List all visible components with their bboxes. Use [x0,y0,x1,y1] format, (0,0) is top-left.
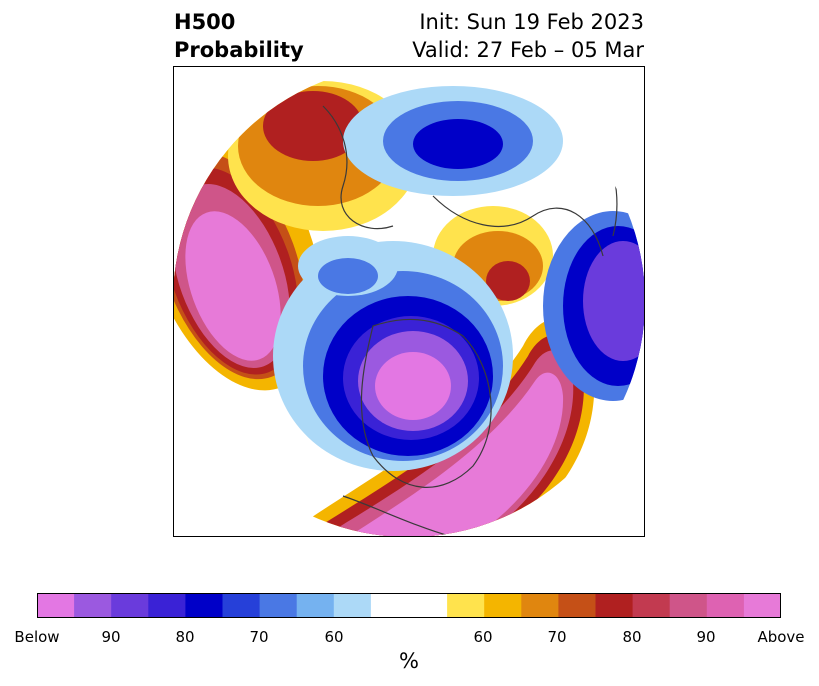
map-subtitle: Probability [174,38,304,62]
colorbar-cell [74,593,112,618]
trough-canada [273,241,513,471]
trough-eastern-europe [298,236,398,296]
colorbar-tick-label: Above [757,628,805,646]
map-border [173,66,645,537]
colorbar-cell [558,593,596,618]
colorbar-cell [111,593,149,618]
colorbar-tick-label: Below [14,628,60,646]
map-title: H500 [174,10,236,34]
colorbar-cell [743,593,781,618]
colorbar-tick-label: 90 [101,628,121,646]
title-left: H500 Probability [174,8,304,64]
colorbar-tick-label: 90 [696,628,716,646]
colorbar-cell [447,593,485,618]
trough-siberia [343,86,563,196]
colorbar-tick-label: 70 [249,628,269,646]
trough-east-asia [543,211,645,401]
title-right: Init: Sun 19 Feb 2023 Valid: 27 Feb – 05… [412,8,644,64]
init-date: Init: Sun 19 Feb 2023 [419,10,644,34]
colorbar [37,593,781,618]
colorbar-cell [185,593,223,618]
colorbar-cell [595,593,634,618]
colorbar-cell [484,593,522,618]
colorbar-cell [37,593,75,618]
map-disk [173,66,645,537]
colorbar-cell [259,593,298,618]
ridge-west-atlantic [283,318,595,537]
colorbar-cell [706,593,745,618]
colorbar-cell [521,593,559,618]
colorbar-cell [222,593,261,618]
colorbar-tick-label: 80 [175,628,195,646]
valid-range: Valid: 27 Feb – 05 Mar [412,38,644,62]
colorbar-tick-label: 70 [547,628,567,646]
colorbar-tick-label: 80 [622,628,642,646]
colorbar-cell [370,593,448,618]
colorbar-cell [669,593,708,618]
colorbar-cell [148,593,186,618]
colorbar-cell [632,593,671,618]
colorbar-cell [333,593,372,618]
colorbar-cell [296,593,335,618]
colorbar-tick-label: 60 [473,628,493,646]
colorbar-unit: % [399,649,419,673]
colorbar-border [37,593,781,618]
probability-map [173,66,645,537]
colorbar-tick-label: 60 [324,628,344,646]
